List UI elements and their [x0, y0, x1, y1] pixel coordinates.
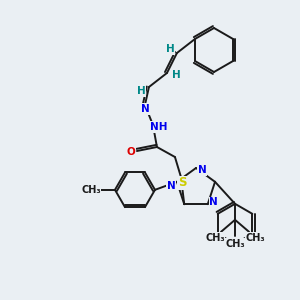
Text: N: N — [141, 104, 149, 114]
Text: N: N — [209, 197, 218, 207]
Text: H: H — [172, 70, 180, 80]
Text: CH₃: CH₃ — [81, 185, 101, 195]
Text: CH₃: CH₃ — [205, 233, 225, 243]
Text: H: H — [136, 86, 145, 96]
Text: CH₃: CH₃ — [245, 233, 265, 243]
Text: N: N — [167, 181, 176, 191]
Text: N: N — [198, 165, 206, 175]
Text: S: S — [178, 176, 186, 190]
Text: NH: NH — [150, 122, 168, 132]
Text: CH₃: CH₃ — [225, 239, 245, 249]
Text: H: H — [166, 44, 174, 54]
Text: O: O — [127, 147, 135, 157]
